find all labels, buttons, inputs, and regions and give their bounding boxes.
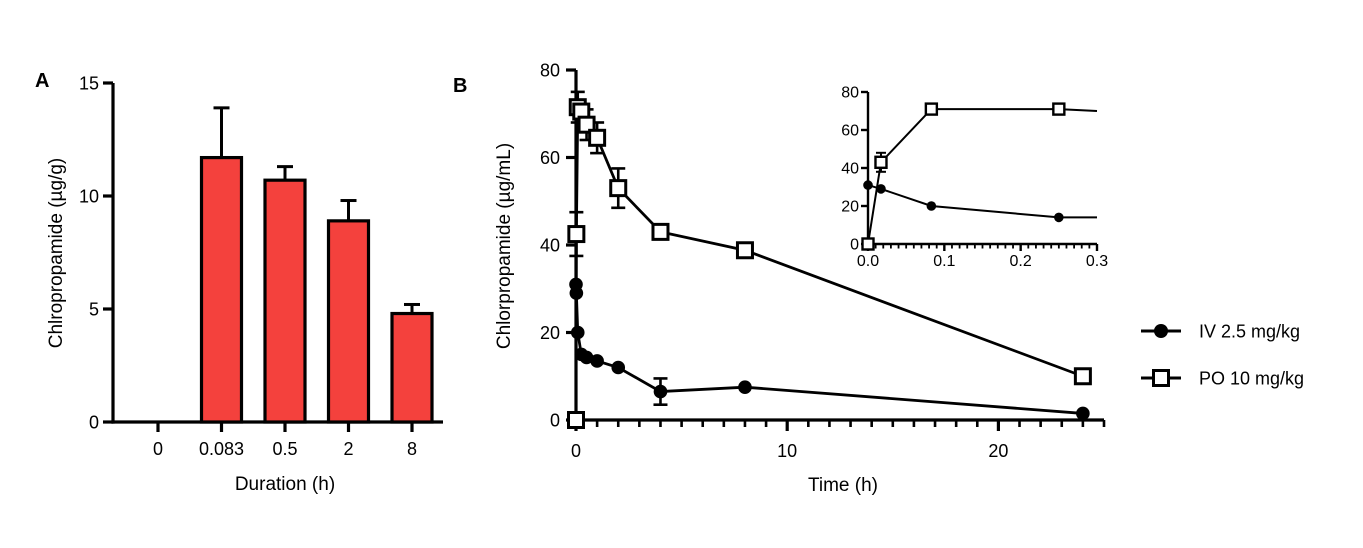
data-point-marker — [861, 237, 875, 251]
y-tick-label: 0 — [89, 413, 99, 433]
data-point-marker — [567, 225, 586, 244]
data-point-marker — [653, 384, 668, 399]
y-tick-label: 60 — [540, 148, 560, 168]
series-line — [867, 108, 1098, 245]
y-tick-label: 60 — [841, 123, 859, 140]
data-point-marker — [876, 184, 886, 194]
legend-item-iv: IV 2.5 mg/kg — [1141, 322, 1300, 342]
legend-label-iv: IV 2.5 mg/kg — [1199, 322, 1300, 342]
y-tick-label: 5 — [89, 300, 99, 320]
y-tick-label: 0 — [550, 411, 560, 431]
x-tick-label: 0.1 — [933, 253, 955, 270]
x-tick-label: 0.5 — [272, 439, 297, 459]
data-point-marker — [1076, 406, 1090, 421]
data-point-marker — [570, 325, 585, 340]
bar — [199, 155, 244, 424]
data-point-marker — [1054, 212, 1064, 223]
panel-a-letter: A — [35, 70, 49, 92]
x-tick-label: 0 — [571, 441, 581, 461]
x-tick-label: 0.0 — [857, 253, 879, 270]
y-tick-label: 80 — [841, 85, 859, 102]
x-tick-label: 0.3 — [1086, 253, 1108, 270]
panel-b-y-axis-title: Chlorpropamide (µg/mL) — [494, 143, 515, 349]
y-tick-label: 0 — [850, 237, 859, 254]
panel-b-inset-series — [861, 102, 1098, 251]
y-tick-label: 20 — [841, 199, 859, 216]
data-point-marker — [577, 115, 596, 134]
y-tick-label: 80 — [540, 61, 560, 81]
legend-item-po: PO 10 mg/kg — [1141, 369, 1304, 389]
panel-a-x-axis-title: Duration (h) — [235, 474, 335, 495]
panel-b-letter: B — [453, 75, 467, 97]
x-tick-label: 0.083 — [199, 439, 244, 459]
filled-circle-icon — [1154, 324, 1168, 338]
data-point-marker — [611, 360, 626, 375]
panel-b-chart: B Chlorpropamide (µg/mL) Time (h) 0 20 40 6… — [453, 61, 1108, 497]
open-square-icon — [1152, 369, 1170, 387]
data-point-marker — [1073, 367, 1092, 386]
x-tick-label: 20 — [988, 441, 1008, 461]
panel-b-inset-axes: 0 20 40 60 80 0.0 0.1 0.2 0.3 — [841, 85, 1108, 271]
legend-label-po: PO 10 mg/kg — [1199, 369, 1304, 389]
series-line — [574, 103, 1084, 421]
y-tick-label: 15 — [79, 74, 99, 94]
panel-b-series — [567, 90, 1092, 429]
data-point-marker — [924, 102, 939, 116]
data-point-marker — [738, 380, 752, 394]
data-point-marker — [579, 350, 594, 365]
y-tick-label: 10 — [79, 187, 99, 207]
data-point-marker — [1052, 102, 1066, 116]
data-point-marker — [863, 180, 873, 190]
data-point-marker — [590, 354, 604, 368]
panel-b-inset: 0 20 40 60 80 0.0 0.1 0.2 0.3 — [841, 85, 1108, 271]
data-point-marker — [874, 155, 888, 170]
panel-b-x-axis-title: Time (h) — [808, 475, 878, 496]
data-point-marker — [567, 411, 585, 429]
y-tick-label: 40 — [841, 161, 859, 178]
panel-a-y-axis-title: Chlropropamide (µg/g) — [46, 158, 67, 348]
legend: IV 2.5 mg/kg PO 10 mg/kg — [1141, 322, 1304, 389]
x-tick-label: 8 — [407, 439, 417, 459]
data-point-marker — [609, 179, 628, 198]
data-point-marker — [926, 201, 937, 211]
y-tick-label: 40 — [540, 236, 560, 256]
x-tick-label: 10 — [777, 441, 797, 461]
x-tick-label: 0.2 — [1010, 253, 1032, 270]
data-point-marker — [588, 128, 607, 147]
bar — [390, 311, 434, 424]
bar — [326, 219, 371, 424]
data-point-marker — [735, 241, 754, 260]
bar — [263, 178, 307, 424]
panel-a-bars — [199, 106, 434, 424]
x-tick-label: 0 — [153, 439, 163, 459]
x-tick-label: 2 — [343, 439, 353, 459]
data-point-marker — [651, 222, 670, 241]
y-tick-label: 20 — [540, 323, 560, 343]
series-line — [867, 184, 1097, 219]
panel-a-chart: A Chlropropamide (µg/g) Duration (h) 0 5 1… — [35, 70, 443, 495]
panel-a-axes: 0 5 10 15 0 0.083 0.5 2 8 — [79, 74, 443, 459]
